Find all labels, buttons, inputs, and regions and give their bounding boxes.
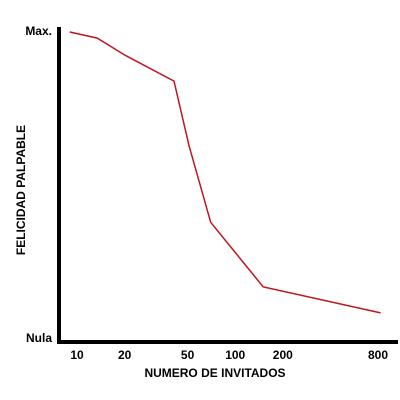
x-tick-label: 20 — [118, 348, 132, 362]
y-tick-label: Max. — [25, 24, 52, 38]
x-tick-label: 200 — [273, 348, 293, 362]
x-tick-label: 100 — [225, 348, 245, 362]
x-tick-label: 800 — [368, 348, 388, 362]
y-tick-label: Nula — [26, 331, 52, 345]
y-axis-label: FELICIDAD PALPABLE — [14, 125, 28, 255]
x-tick-label: 50 — [181, 348, 195, 362]
x-axis-label: NUMERO DE INVITADOS — [144, 366, 285, 380]
data-line — [69, 31, 381, 314]
x-tick-label: 10 — [70, 348, 84, 362]
